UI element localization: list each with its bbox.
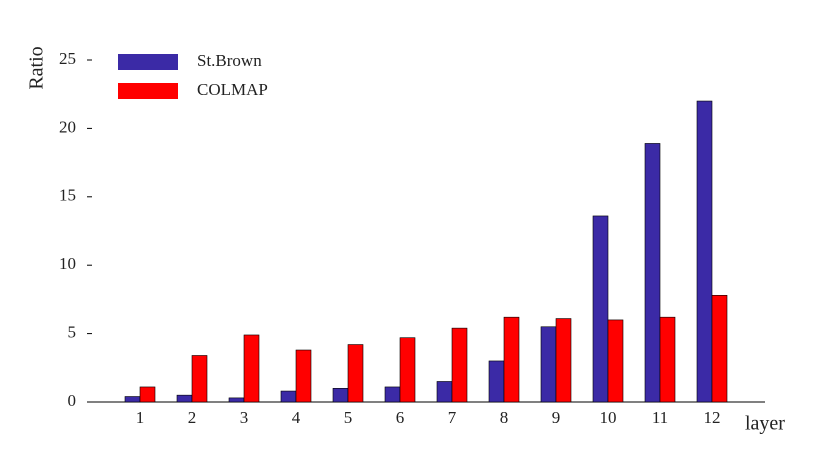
bar xyxy=(280,390,297,403)
x-tick-label: 9 xyxy=(552,408,561,427)
y-tick-label: 25 xyxy=(59,49,76,68)
bar xyxy=(696,100,713,403)
x-tick-label: 10 xyxy=(600,408,617,427)
bar xyxy=(176,394,193,403)
bar xyxy=(384,386,401,403)
bar xyxy=(295,349,312,403)
bar xyxy=(592,215,609,403)
x-tick-label: 3 xyxy=(240,408,249,427)
x-tick-label: 6 xyxy=(396,408,405,427)
legend-swatch xyxy=(118,54,178,70)
bar xyxy=(347,344,364,403)
y-tick-label: 15 xyxy=(59,186,76,205)
legend-label: COLMAP xyxy=(197,80,268,99)
x-axis-label: layer xyxy=(745,413,785,435)
bar xyxy=(540,326,557,403)
bar xyxy=(332,388,349,403)
y-tick-label: 0 xyxy=(68,391,77,410)
y-tick-label: 5 xyxy=(68,323,77,342)
x-tick-label: 2 xyxy=(188,408,197,427)
x-tick-label: 5 xyxy=(344,408,353,427)
bar xyxy=(399,337,416,403)
bar xyxy=(711,294,728,403)
bar xyxy=(503,316,520,403)
bar xyxy=(644,143,661,403)
bar xyxy=(436,381,453,403)
bar xyxy=(228,397,245,403)
legend-label: St.Brown xyxy=(197,51,262,70)
y-tick-label: 20 xyxy=(59,117,76,136)
y-axis-label: Ratio xyxy=(26,46,48,89)
bar xyxy=(139,386,156,403)
bar xyxy=(243,334,260,403)
x-tick-label: 1 xyxy=(136,408,145,427)
bar xyxy=(488,360,505,403)
y-tick-label: 10 xyxy=(59,254,76,273)
x-tick-label: 8 xyxy=(500,408,509,427)
x-tick-label: 7 xyxy=(448,408,457,427)
bar xyxy=(124,396,141,403)
x-tick-label: 11 xyxy=(652,408,668,427)
bar xyxy=(607,319,624,403)
bar xyxy=(191,355,208,403)
x-tick-label: 4 xyxy=(292,408,301,427)
bar xyxy=(659,316,676,403)
bar xyxy=(555,318,572,403)
legend-swatch xyxy=(118,83,178,99)
x-tick-label: 12 xyxy=(704,408,721,427)
bar xyxy=(451,327,468,403)
